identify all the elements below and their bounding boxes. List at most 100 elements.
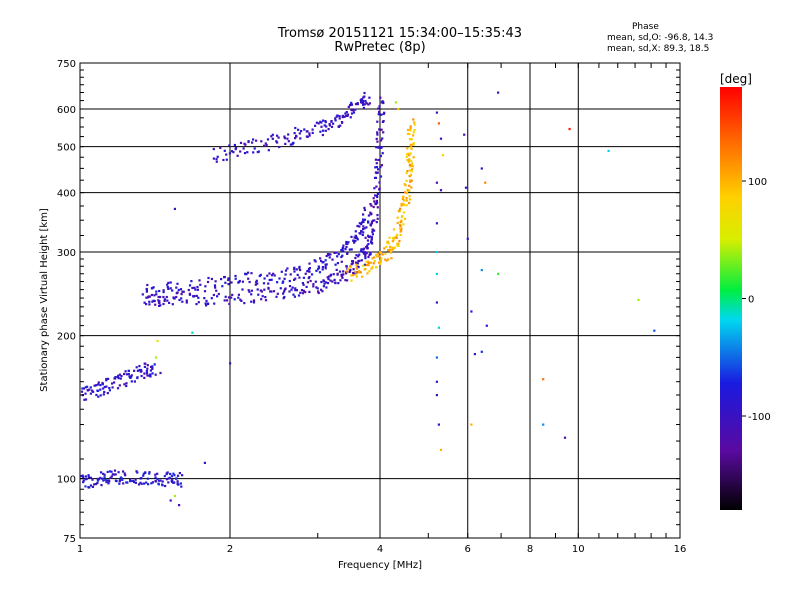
echo-point [91,478,94,481]
echo-point [213,284,217,287]
echo-point [329,274,332,277]
echo-point [143,365,146,368]
echo-point [350,101,353,104]
echo-point [155,293,158,296]
echo-point [113,469,117,472]
echo-point [346,279,349,282]
echo-point [370,204,373,207]
echo-point [263,288,266,291]
echo-point [286,267,289,270]
echo-point [261,295,264,298]
echo-point [308,134,311,137]
echo-point [302,276,305,279]
echo-point [181,290,184,293]
echo-point [287,140,290,143]
echo-point [362,228,365,231]
echo-point [362,220,365,223]
echo-point [363,227,366,230]
echo-point [283,135,286,138]
echo-point [328,123,331,126]
echo-point [412,131,415,134]
echo-point [408,169,411,172]
echo-point [292,293,295,296]
echo-point [193,295,196,298]
echo-point [295,135,298,138]
echo-point [145,481,148,484]
echo-point [326,282,330,285]
echo-point [381,152,384,155]
echo-point [348,270,351,273]
echo-point [463,133,466,136]
echo-point [105,377,108,381]
echo-point [97,381,100,384]
echo-point [375,185,378,188]
echo-point [304,291,307,294]
echo-point [282,292,285,295]
echo-point [124,370,127,373]
echo-point [207,276,210,280]
echo-point [354,239,357,242]
echo-point [110,475,113,478]
echo-point [105,379,108,382]
echo-point [335,115,338,118]
echo-point [403,199,406,202]
echo-point [234,147,238,150]
echo-point [319,257,322,260]
echo-point [375,199,378,202]
echo-point [118,384,121,387]
echo-point [181,474,184,477]
echo-point [302,283,305,286]
echo-point [264,299,268,302]
echo-point [196,288,199,291]
y-tick-label: 300 [57,248,76,259]
echo-point [287,133,290,136]
echo-point [470,310,473,313]
echo-point [375,266,378,269]
echo-point [87,474,90,477]
echo-point [109,470,112,473]
echo-point [315,286,318,289]
echo-point [243,142,246,145]
echo-point [166,283,169,286]
x-tick-label: 16 [674,544,687,555]
echo-point [328,124,331,127]
echo-point [269,290,272,293]
echo-point [403,204,406,207]
echo-point [222,158,225,162]
echo-point [300,130,303,133]
echo-point [271,137,274,140]
echo-point [327,253,330,256]
echo-point [383,111,386,114]
echo-point [297,294,301,297]
echo-point [106,392,109,395]
echo-point [435,301,438,304]
echo-point [145,303,148,306]
echo-point [267,287,270,290]
echo-point [376,171,379,174]
echo-point [375,146,378,149]
echo-point [356,238,359,241]
echo-point [395,235,398,238]
echo-point [159,479,162,482]
echo-point [173,207,176,210]
echo-point [101,381,104,385]
echo-point [253,147,256,150]
echo-point [244,272,247,275]
echo-point [156,472,159,475]
echo-point [173,481,176,484]
echo-point [145,296,148,299]
echo-point [317,122,320,125]
echo-point [162,302,165,306]
echo-point [360,259,363,262]
echo-point [243,152,247,155]
echo-point [408,198,412,201]
echo-point [406,128,410,132]
echo-point [232,151,235,154]
echo-point [153,363,156,366]
echo-point [337,253,340,256]
echo-point [349,116,352,119]
echo-point [173,297,176,300]
echo-point [210,297,213,300]
echo-point [379,166,382,169]
echo-point [152,286,155,289]
